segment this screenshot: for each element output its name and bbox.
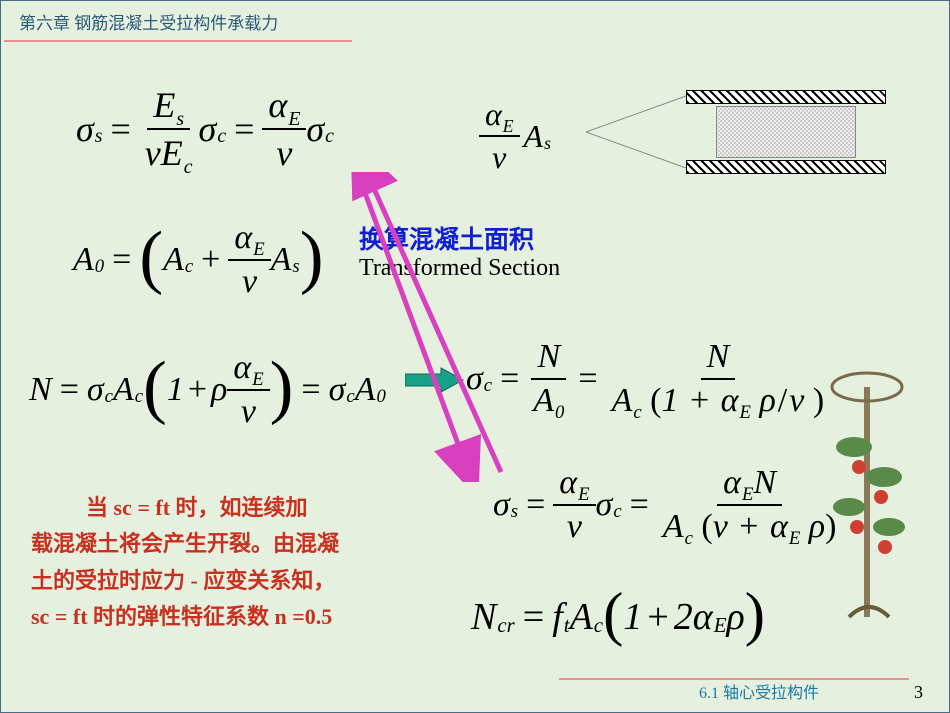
equation-sigma-s2: σs = αE ν σc = αEN Ac (ν + αE ρ): [493, 462, 842, 548]
footer-section: 6.1 轴心受拉构件: [699, 679, 819, 703]
diagram-lines: [586, 82, 891, 182]
equation-N: N = σc Ac ( 1 + ρ αE ν ) = σc A0: [29, 347, 386, 433]
plant-decoration-icon: [809, 347, 929, 627]
cross-section-diagram: [586, 82, 891, 177]
label-transformed-en: Transformed Section: [359, 255, 560, 282]
equation-A0: A0 = ( Ac + αE ν As ): [73, 217, 323, 303]
equation-sigma-c: σc = N A0 = N Ac (1 + αE ρ/ν ): [466, 336, 830, 422]
green-arrow-icon: [405, 366, 465, 396]
equation-Ncr: Ncr = ft Ac ( 1 + 2 αE ρ ): [471, 582, 765, 652]
magenta-arrows-icon: [301, 172, 561, 482]
slide-content: σs = Es νEc σc = αE ν σc αE ν As A0: [1, 42, 949, 662]
equation-sigma-s: σs = Es νEc σc = αE ν σc: [76, 82, 334, 176]
cracking-note: 当 sc = ft 时，如连续加 载混凝土将会产生开裂。由混凝 土的受拉时应力 …: [31, 490, 461, 635]
chapter-title: 第六章 钢筋混凝土受拉构件承载力: [1, 1, 949, 40]
page-number: 3: [914, 682, 923, 703]
equation-side-As: αE ν As: [479, 94, 551, 178]
label-transformed-cn: 换算混凝土面积: [359, 220, 534, 256]
